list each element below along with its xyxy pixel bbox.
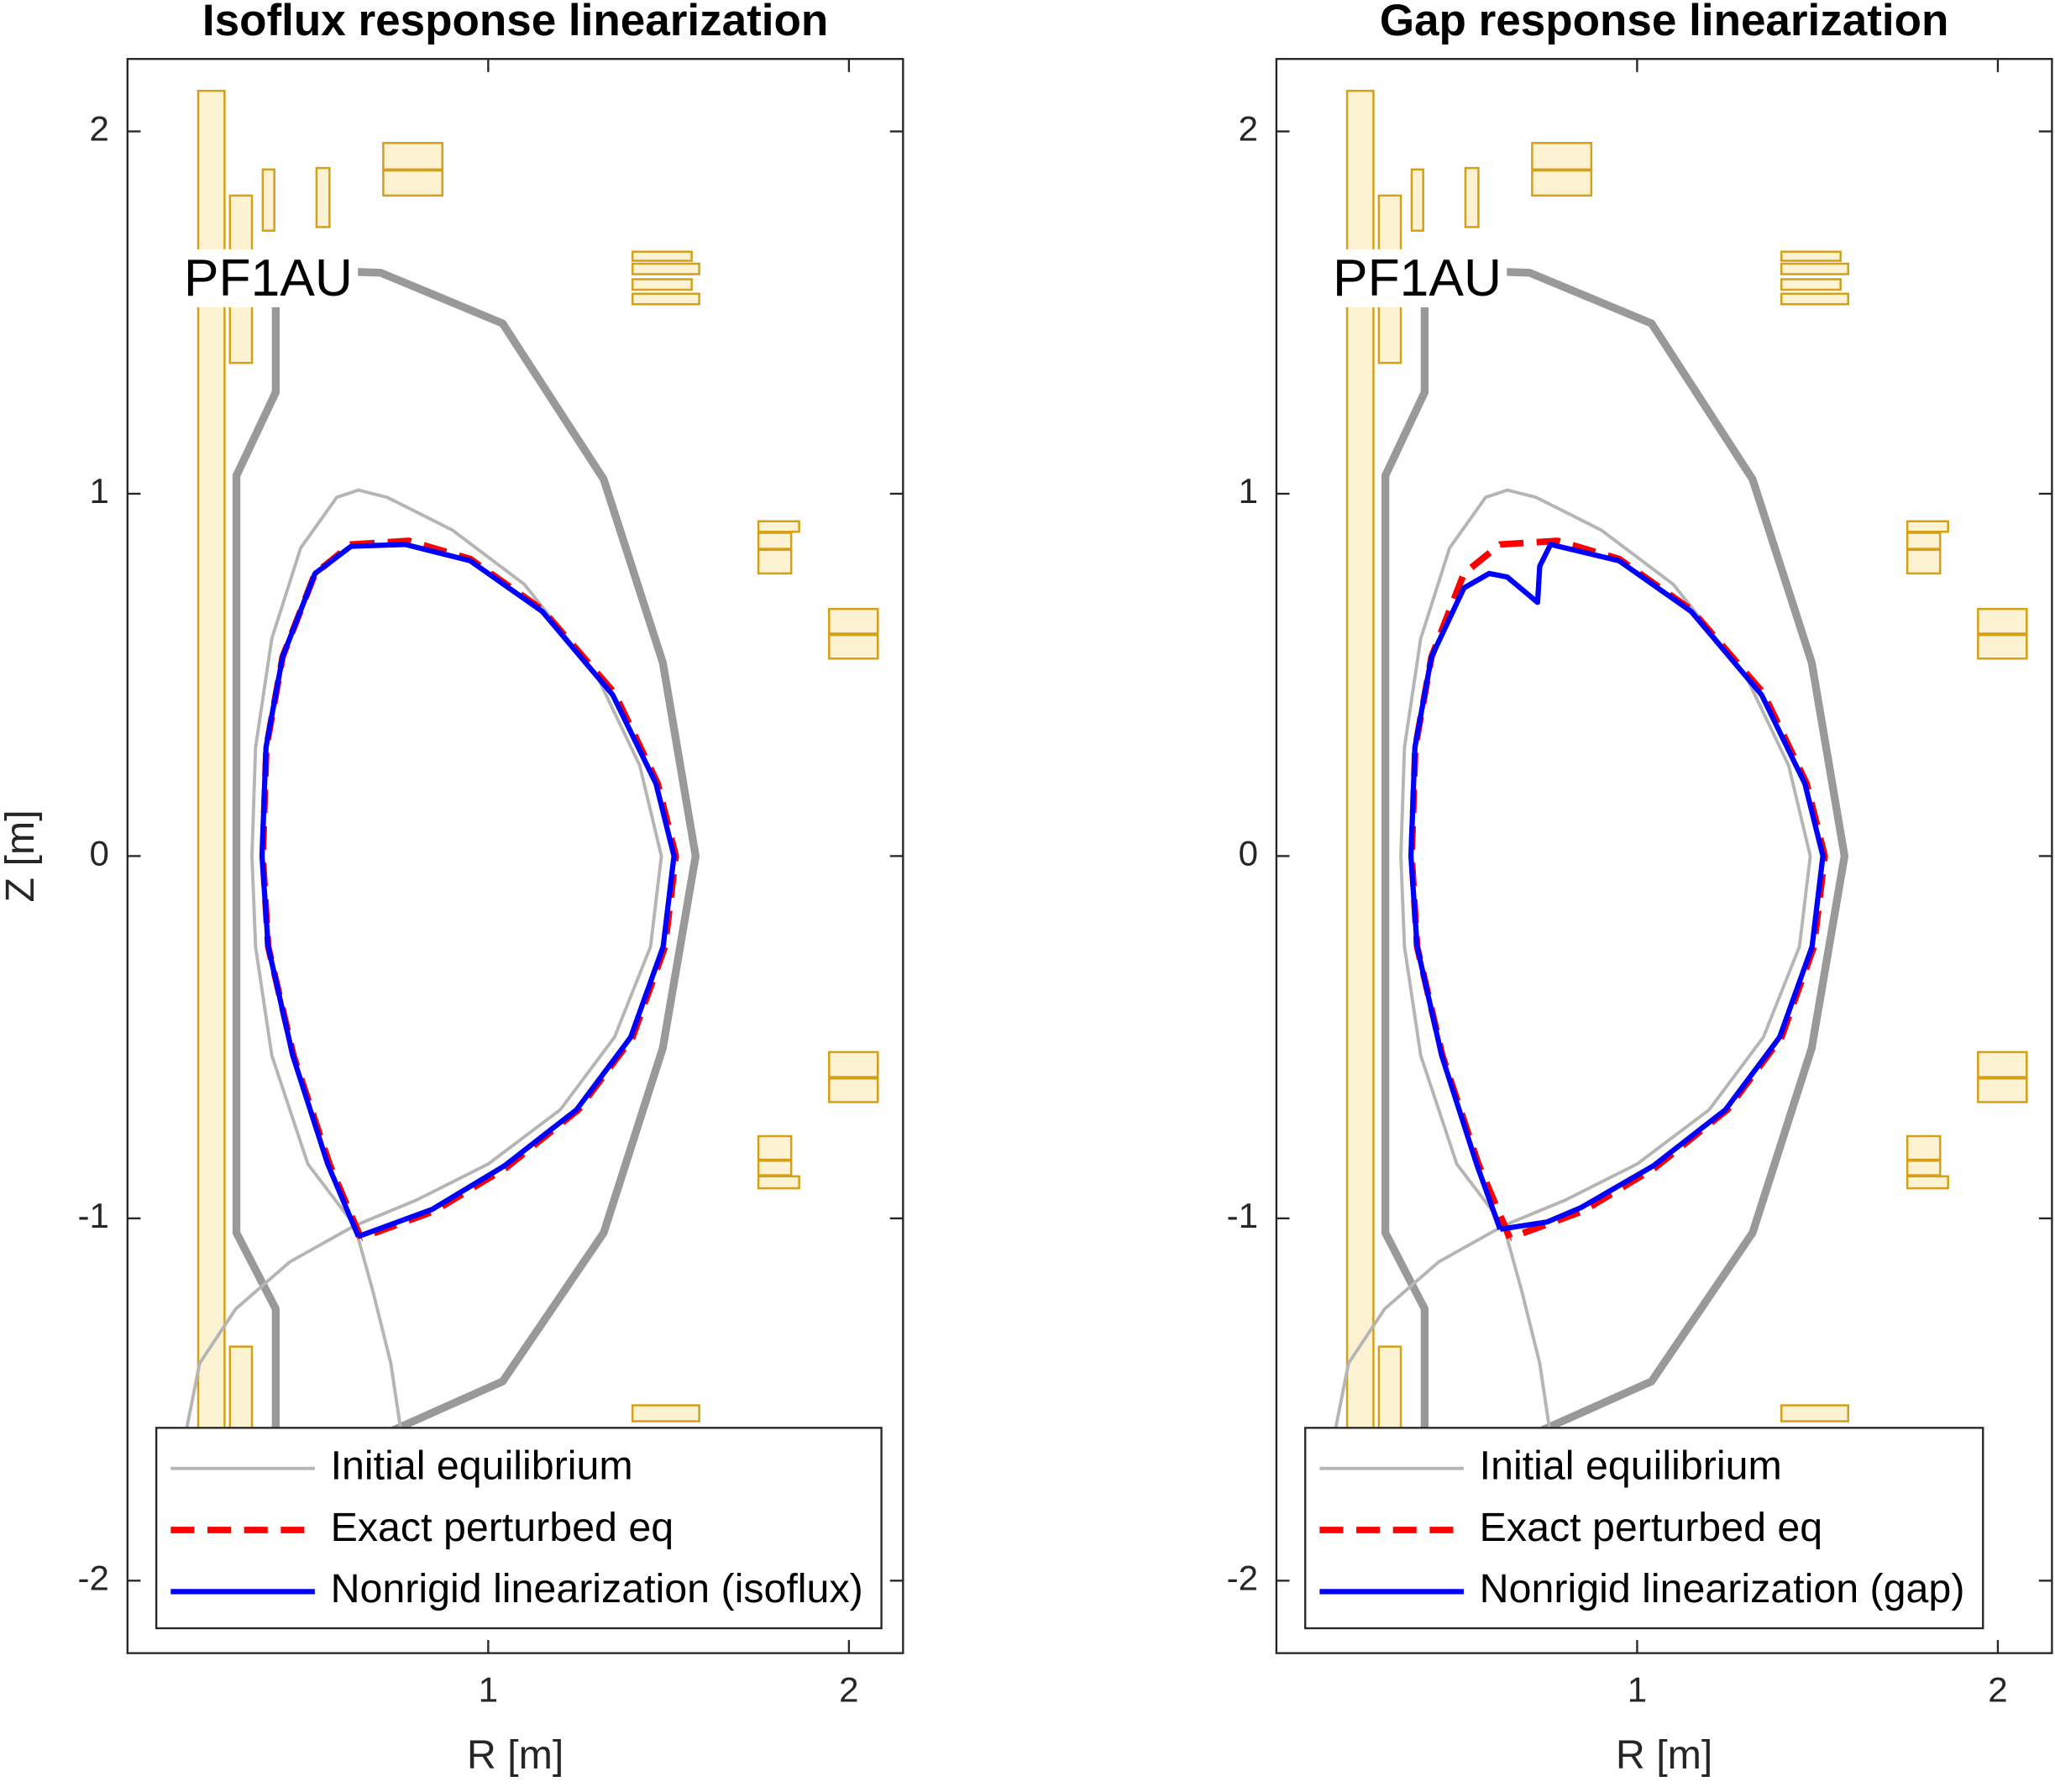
series-line	[1408, 542, 1826, 1232]
coil	[1977, 1051, 2028, 1078]
coil	[1977, 1077, 2028, 1103]
coil	[757, 520, 800, 533]
coil	[1780, 278, 1842, 291]
coil	[1345, 89, 1375, 1620]
coil	[1906, 1175, 1949, 1190]
coil	[1977, 607, 2028, 635]
coil	[315, 166, 331, 228]
coil	[1906, 532, 1942, 550]
legend-box	[1304, 1427, 1984, 1630]
y-tick-label: 2	[90, 109, 109, 149]
x-tick-label: 2	[839, 1670, 858, 1710]
annotation-background	[178, 249, 359, 307]
coil	[382, 169, 444, 197]
legend-label: Nonrigid linearization (gap)	[1480, 1566, 1965, 1611]
coil	[828, 633, 879, 660]
coil	[1906, 1134, 1942, 1161]
y-tick-label: -1	[78, 1196, 109, 1235]
coil	[1464, 166, 1480, 228]
legend-label: Exact perturbed eq	[1480, 1505, 1822, 1550]
coil	[1977, 633, 2028, 660]
y-tick-label: 1	[90, 471, 109, 511]
coil	[1410, 168, 1424, 232]
x-axis-label: R [m]	[467, 1732, 564, 1778]
coil	[757, 532, 793, 550]
plot-area	[1332, 89, 2028, 1620]
coil	[631, 292, 700, 306]
series-line	[259, 537, 679, 1241]
coil	[631, 278, 693, 291]
y-tick-label: -2	[1227, 1558, 1258, 1597]
vessel-wall	[1381, 265, 1849, 1440]
coil	[828, 607, 879, 635]
coil	[757, 1175, 800, 1190]
legend-label: Exact perturbed eq	[331, 1505, 674, 1550]
coil	[1906, 548, 1942, 575]
y-tick-label: 2	[1239, 109, 1258, 149]
coil	[1377, 1345, 1402, 1430]
coil	[757, 1160, 793, 1176]
coil	[1906, 520, 1949, 533]
coil	[631, 1404, 700, 1423]
x-tick-label: 1	[1628, 1670, 1647, 1710]
annotation-text: PF1AU	[184, 249, 353, 307]
coil	[757, 548, 793, 575]
annotation-text: PF1AU	[1333, 249, 1502, 307]
x-tick-label: 2	[1988, 1670, 2007, 1710]
annotation-background	[1327, 249, 1507, 307]
coil	[261, 168, 275, 232]
subplot: Isoflux response linearization PF1AU 1 2 -2 -…	[0, 0, 904, 1778]
y-axis-label: Z [m]	[0, 810, 43, 902]
coil	[1531, 142, 1593, 171]
vessel-wall	[232, 265, 700, 1440]
coil	[1780, 250, 1842, 262]
annotation: PF1AU	[1327, 249, 1507, 307]
coil	[197, 89, 226, 1620]
y-tick-label: 0	[90, 834, 109, 873]
series-line	[183, 488, 663, 1437]
x-axis-label: R [m]	[1616, 1732, 1712, 1778]
coil	[1780, 262, 1849, 275]
y-tick-label: 0	[1239, 834, 1258, 873]
legend-label: Nonrigid linearization (isoflux)	[331, 1566, 863, 1611]
coil	[1906, 1160, 1942, 1176]
coil	[1531, 169, 1593, 197]
legend-box	[155, 1427, 883, 1630]
y-tick-label: -1	[1227, 1196, 1258, 1235]
chart-title: Gap response linearization	[1380, 0, 1949, 45]
coil	[631, 262, 700, 275]
legend: Initial equilibrium Exact perturbed eq Non…	[155, 1427, 883, 1630]
coil	[228, 1345, 254, 1430]
coil	[828, 1077, 879, 1103]
coil	[757, 1134, 793, 1161]
legend: Initial equilibrium Exact perturbed eq Non…	[1304, 1427, 1984, 1630]
coil	[1780, 292, 1849, 306]
legend-label: Initial equilibrium	[1480, 1443, 1782, 1488]
coil	[382, 142, 444, 171]
series-line	[1332, 488, 1812, 1437]
coil	[631, 250, 693, 262]
y-tick-label: -2	[78, 1558, 109, 1597]
legend-label: Initial equilibrium	[331, 1443, 633, 1488]
plot-area	[183, 89, 879, 1620]
x-tick-label: 1	[479, 1670, 498, 1710]
series-line	[259, 542, 677, 1239]
chart-title: Isoflux response linearization	[202, 0, 828, 45]
subplot: Gap response linearization PF1AU 1 2 -2 -1 0 1 2…	[1227, 0, 2053, 1778]
coil	[1780, 1404, 1849, 1423]
y-tick-label: 1	[1239, 471, 1258, 511]
coil	[828, 1051, 879, 1078]
series-line	[1408, 537, 1828, 1241]
annotation: PF1AU	[178, 249, 359, 307]
